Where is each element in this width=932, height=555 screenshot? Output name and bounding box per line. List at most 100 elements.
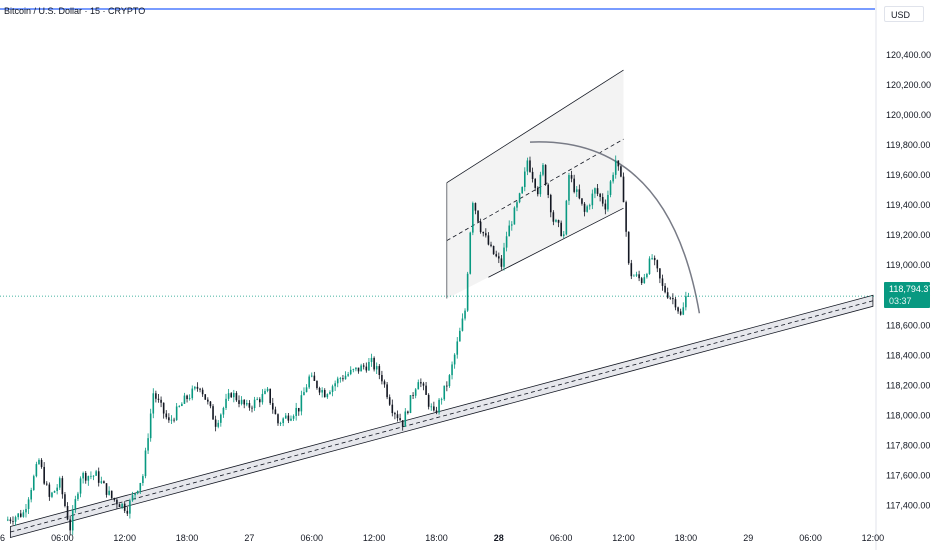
candle	[82, 471, 84, 484]
candle	[365, 362, 368, 373]
candle-body	[672, 298, 674, 300]
candle	[313, 371, 316, 382]
candle	[199, 387, 201, 393]
candle-body	[64, 494, 66, 506]
candle	[440, 397, 443, 405]
candle-body	[290, 418, 292, 421]
candle-body	[217, 422, 220, 427]
candle	[331, 384, 334, 397]
candle	[342, 374, 344, 382]
currency-button[interactable]: USD	[884, 6, 924, 22]
candle-body	[14, 517, 17, 522]
candle-body	[448, 375, 451, 387]
candle	[233, 389, 235, 403]
candle	[56, 484, 58, 495]
candle-body	[578, 189, 581, 199]
x-tick-label: 06:00	[550, 533, 573, 543]
uptrend-midline	[10, 300, 874, 533]
candle-body	[323, 390, 326, 398]
candles-layer	[6, 155, 690, 535]
candle-body	[495, 254, 498, 257]
candle	[204, 394, 207, 400]
candle	[513, 206, 516, 225]
candle	[425, 381, 427, 395]
candle	[17, 513, 19, 520]
candle-body	[248, 403, 251, 408]
candle	[134, 493, 136, 500]
candle-body	[503, 247, 505, 267]
candle-body	[9, 519, 12, 522]
candle	[287, 413, 290, 424]
candle	[349, 366, 352, 376]
candle	[594, 187, 596, 199]
candle-body	[108, 490, 110, 495]
candle-body	[144, 450, 147, 477]
candle	[103, 480, 105, 484]
candle	[100, 476, 103, 485]
candle	[79, 476, 82, 498]
candle	[404, 408, 407, 427]
candle	[459, 327, 461, 342]
candle	[77, 491, 79, 502]
y-tick-label: 117,800.00	[886, 440, 930, 450]
candle	[552, 210, 555, 226]
candle	[508, 220, 511, 237]
candle	[651, 254, 653, 260]
candle-body	[116, 499, 118, 505]
candle-body	[113, 498, 116, 500]
candle-body	[157, 398, 160, 400]
candle	[666, 287, 669, 299]
candle	[19, 509, 22, 518]
x-tick-label: 29	[743, 533, 753, 543]
candle-body	[609, 181, 612, 195]
candle	[279, 421, 282, 427]
candle	[495, 250, 498, 258]
candle-body	[82, 472, 84, 479]
candle	[536, 186, 539, 197]
candle	[575, 186, 578, 197]
candle	[448, 374, 451, 388]
candle-body	[368, 361, 370, 371]
candle-body	[256, 399, 259, 401]
candle	[565, 199, 568, 236]
candle	[178, 405, 181, 408]
candle	[461, 313, 464, 332]
candle-body	[383, 381, 386, 385]
candle	[282, 417, 284, 427]
candle-body	[313, 375, 316, 381]
candle-body	[583, 203, 586, 212]
candle	[253, 396, 256, 411]
candle-body	[386, 384, 388, 398]
candle	[391, 399, 394, 417]
candle-body	[674, 299, 677, 308]
candle	[596, 183, 599, 197]
candle-body	[160, 399, 162, 403]
candle-body	[90, 475, 92, 477]
candle	[679, 308, 682, 316]
candle	[300, 390, 303, 416]
candle	[160, 396, 162, 408]
x-tick-label: 18:00	[675, 533, 698, 543]
candle-body	[542, 164, 544, 175]
candle-body	[175, 406, 178, 421]
candle	[399, 413, 401, 421]
candle	[157, 393, 160, 403]
candle	[323, 388, 326, 398]
candle	[95, 469, 97, 476]
time-axis[interactable]: 26 06:00 12:00 18:00 27 06:00 12:00 18:00 28 06:0…	[0, 533, 884, 543]
candle	[578, 184, 581, 200]
candle-body	[58, 478, 61, 488]
candle	[607, 190, 609, 212]
candle-body	[246, 403, 248, 405]
candle	[183, 392, 186, 405]
candle-body	[438, 399, 440, 413]
candle	[191, 385, 194, 401]
candle	[126, 506, 129, 517]
candle-body	[227, 393, 230, 399]
candle-body	[27, 499, 30, 509]
candle	[196, 382, 199, 392]
candle-body	[500, 258, 503, 267]
candle-body	[188, 398, 191, 400]
